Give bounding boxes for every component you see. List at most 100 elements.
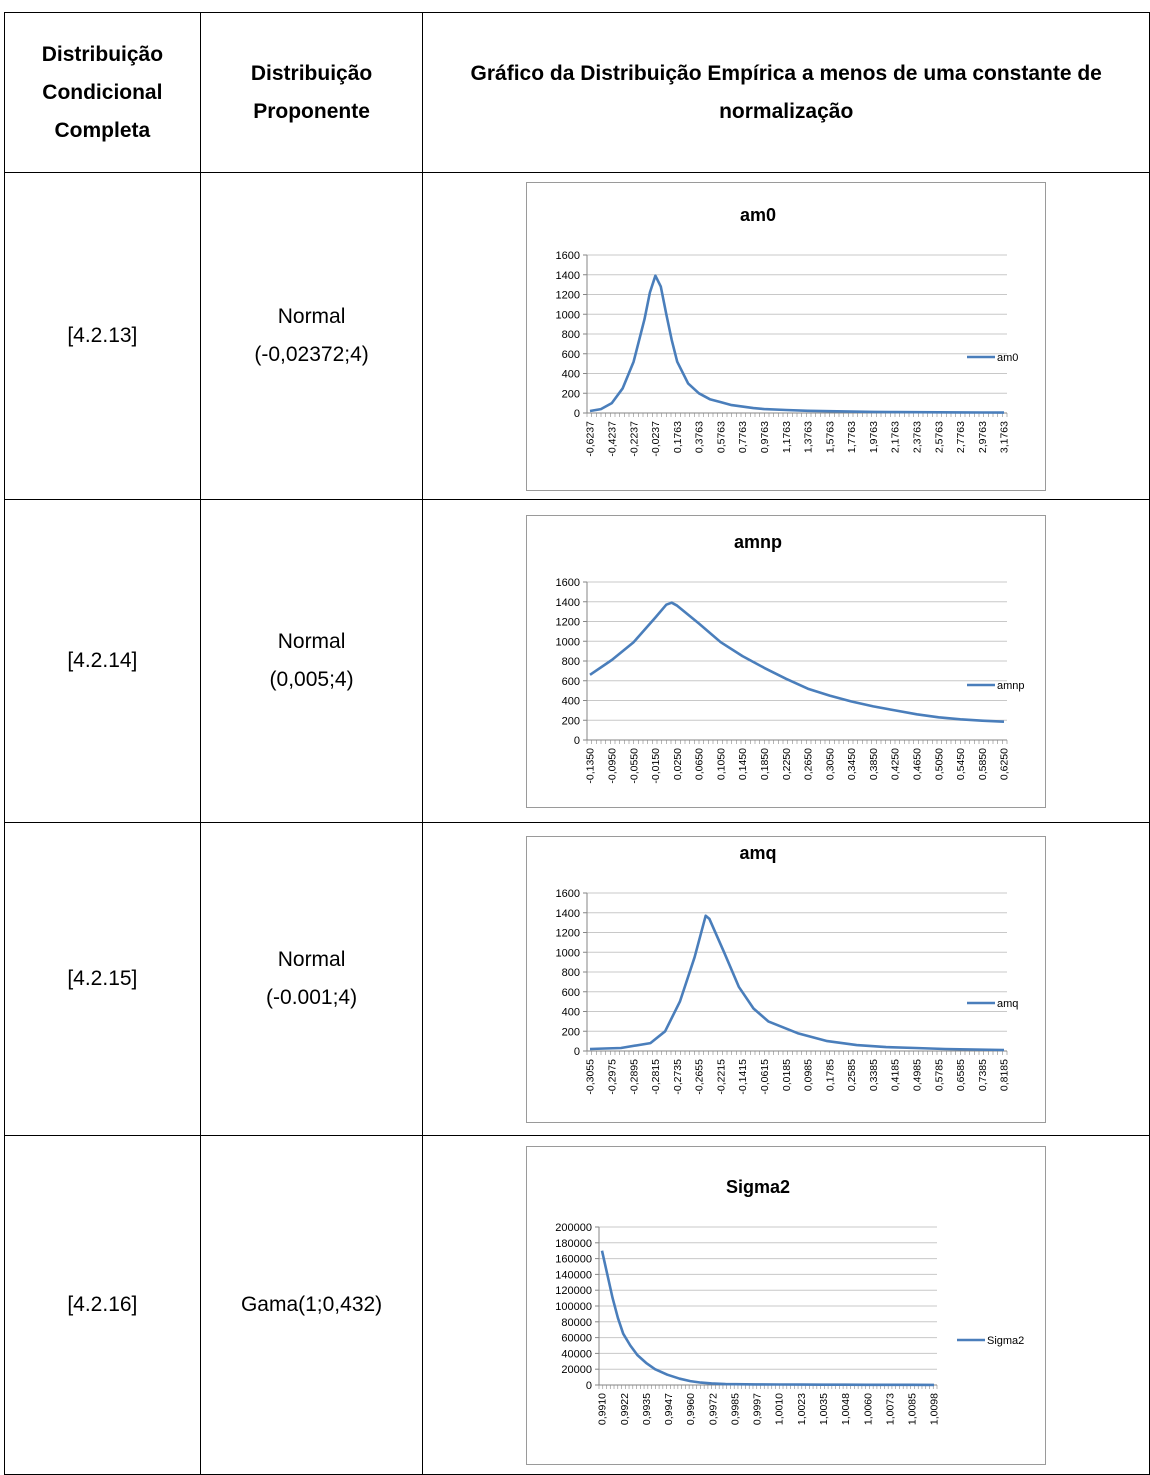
y-tick-label: 1600 <box>556 577 580 589</box>
proposal-params: (0,005;4) <box>269 668 354 691</box>
y-tick-label: 1400 <box>556 269 580 281</box>
y-tick-label: 1200 <box>556 927 580 939</box>
y-tick-label: 20000 <box>562 1364 593 1376</box>
header-proposal-text: Distribuição Proponente <box>250 61 373 123</box>
chart-title: Sigma2 <box>726 1177 790 1197</box>
legend-label: amq <box>997 998 1018 1010</box>
proposal-name: Gama(1;0,432) <box>240 1293 383 1316</box>
legend-label: Sigma2 <box>987 1335 1024 1347</box>
x-tick-label: -0,2215 <box>716 1058 728 1094</box>
condition-ref: [4.2.16] <box>4 1135 201 1475</box>
y-tick-label: 1200 <box>556 616 580 628</box>
y-tick-label: 800 <box>562 967 580 979</box>
x-tick-label: 0,1763 <box>672 420 684 452</box>
x-tick-label: 1,0073 <box>885 1392 897 1424</box>
x-tick-label: 0,3850 <box>868 747 880 779</box>
y-tick-label: 0 <box>574 408 580 420</box>
chart-svg: amq02004006008001000120014001600-0,3055-… <box>556 843 1019 1095</box>
y-tick-label: 100000 <box>555 1301 592 1313</box>
y-tick-label: 800 <box>562 656 580 668</box>
x-tick-label: 0,5850 <box>977 747 989 779</box>
x-tick-label: 0,4650 <box>912 747 924 779</box>
proposal-params: (-0,02372;4) <box>254 343 369 366</box>
x-tick-label: -0,2975 <box>607 1058 619 1094</box>
y-tick-label: 160000 <box>555 1253 592 1265</box>
y-tick-label: 1400 <box>556 907 580 919</box>
y-tick-label: 0 <box>574 1046 580 1058</box>
header-row: Distribuição Condicional Completa Distri… <box>4 12 1150 173</box>
proposal-params: (-0.001;4) <box>266 986 358 1009</box>
y-tick-label: 1000 <box>556 947 580 959</box>
x-tick-label: 0,1850 <box>759 747 771 779</box>
x-tick-label: 0,2250 <box>781 747 793 779</box>
series-line <box>600 1249 935 1386</box>
y-tick-label: 400 <box>562 1006 580 1018</box>
x-tick-label: -0,1415 <box>737 1058 749 1094</box>
x-tick-label: 1,0060 <box>862 1392 874 1424</box>
x-tick-label: 0,0650 <box>694 747 706 779</box>
condition-ref: [4.2.14] <box>4 499 201 823</box>
x-tick-label: -0,0150 <box>650 747 662 783</box>
x-tick-label: -0,1350 <box>585 747 597 783</box>
header-conditional-text: Distribuição Condicional Completa <box>41 42 164 142</box>
x-tick-label: -0,0950 <box>607 747 619 783</box>
table-row: [4.2.13] Normal (-0,02372;4) am0 0 200 400 6… <box>4 172 1150 500</box>
proposal-name: Normal <box>277 630 346 653</box>
x-tick-label: 0,0185 <box>781 1058 793 1090</box>
x-tick-label: 0,5050 <box>933 747 945 779</box>
x-tick-label: -0,2655 <box>694 1058 706 1094</box>
x-tick-label: 0,2585 <box>846 1058 858 1090</box>
x-tick-label: 0,6585 <box>955 1058 967 1090</box>
y-tick-label: 400 <box>562 368 580 380</box>
x-tick-label: 0,9910 <box>597 1392 609 1424</box>
x-tick-label: 1,0085 <box>907 1392 919 1424</box>
chart-cell: am0 0 200 400 600 800 1000 1200 1400 1600 -0,6237-… <box>422 172 1150 500</box>
x-tick-label: 0,1450 <box>737 747 749 779</box>
x-tick-label: 0,2650 <box>803 747 815 779</box>
x-tick-label: 0,9763 <box>759 420 771 452</box>
y-tick-label: 140000 <box>555 1269 592 1281</box>
x-tick-label: 2,3763 <box>912 420 924 452</box>
proposal-name: Normal <box>277 305 346 328</box>
condition-ref: [4.2.13] <box>4 172 201 500</box>
series-line <box>590 913 1005 1051</box>
results-table: Distribuição Condicional Completa Distri… <box>4 12 1150 1475</box>
chart-svg: amnp 0 200 400 600 800 1000 1200 1400 1600 -0,1350… <box>556 532 1025 784</box>
y-tick-label: 200 <box>562 715 580 727</box>
table-row: [4.2.14] Normal (0,005;4) amnp 0 200 400 600… <box>4 499 1150 823</box>
x-tick-label: 0,5785 <box>933 1058 945 1090</box>
x-tick-label: 1,0010 <box>774 1392 786 1424</box>
x-tick-label: 0,9947 <box>663 1392 675 1424</box>
x-tick-label: -0,0615 <box>759 1058 771 1094</box>
proposal-cell: Normal (-0.001;4) <box>199 822 424 1136</box>
proposal-name: Normal <box>277 948 346 971</box>
x-tick-label: -0,2237 <box>628 420 640 456</box>
x-tick-label: 0,3763 <box>694 420 706 452</box>
x-tick-label: 1,3763 <box>803 420 815 452</box>
x-tick-label: 0,0985 <box>803 1058 815 1090</box>
y-tick-label: 600 <box>562 986 580 998</box>
x-tick-label: 0,9922 <box>619 1392 631 1424</box>
x-tick-label: 0,9935 <box>641 1392 653 1424</box>
y-tick-label: 180000 <box>555 1237 592 1249</box>
series-line <box>589 273 1005 414</box>
y-tick-label: 0 <box>574 735 580 747</box>
x-tick-label: 1,1763 <box>781 420 793 452</box>
x-tick-label: 1,0098 <box>929 1392 941 1424</box>
x-tick-label: -0,0550 <box>628 747 640 783</box>
chart-amq: amq 0 200 400 600 800 1000 1200 1400 1600 -0,3055-… <box>526 835 1047 1123</box>
x-tick-label: -0,4237 <box>607 420 619 456</box>
proposal-cell: Normal (0,005;4) <box>199 499 424 823</box>
header-empirical-chart: Gráfico da Distribuição Empírica a menos… <box>422 12 1150 173</box>
x-tick-label: 0,4250 <box>890 747 902 779</box>
chart-title: amq <box>740 843 777 863</box>
header-proposal-distribution: Distribuição Proponente <box>199 12 424 173</box>
x-tick-label: 0,3050 <box>825 747 837 779</box>
legend-label: amnp <box>997 680 1025 692</box>
x-tick-label: 0,5450 <box>955 747 967 779</box>
chart-cell: amq 0 200 400 600 800 1000 1200 1400 1600 -0,3055-… <box>422 822 1150 1136</box>
proposal-cell: Normal (-0,02372;4) <box>199 172 424 500</box>
header-empirical-text: Gráfico da Distribuição Empírica a menos… <box>470 61 1102 123</box>
x-tick-label: 0,9960 <box>685 1392 697 1424</box>
y-tick-label: 1400 <box>556 596 580 608</box>
